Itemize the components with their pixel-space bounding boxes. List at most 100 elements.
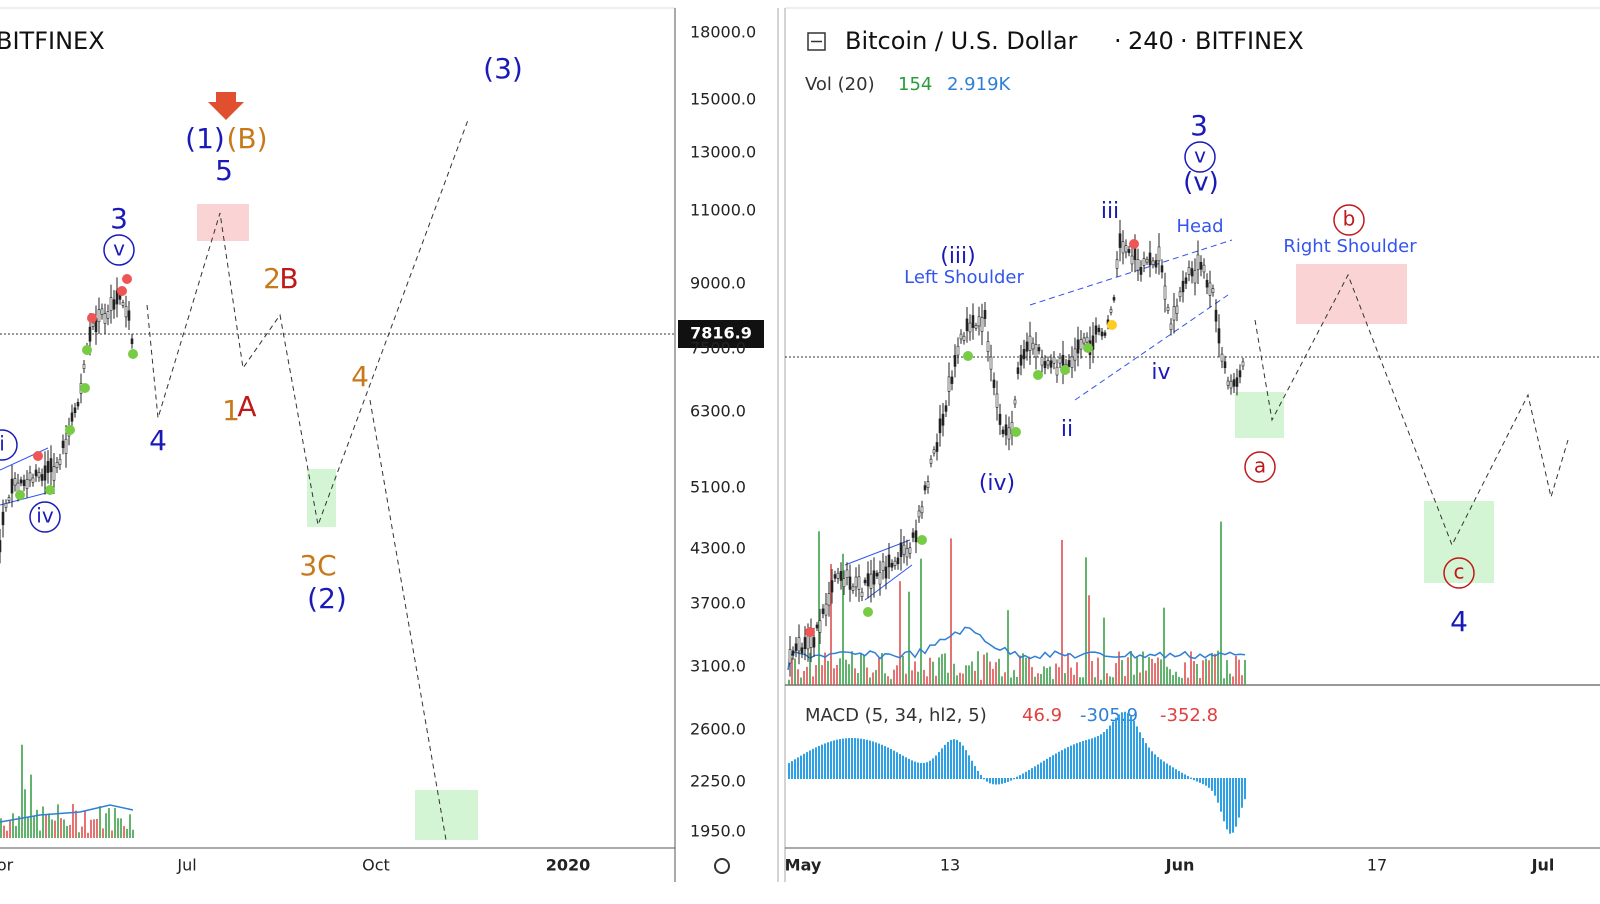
wave-label: 4 (351, 360, 369, 393)
candle-body (938, 418, 942, 434)
wave-label: a (1254, 454, 1266, 478)
candle-body (1100, 331, 1104, 337)
wave-label: A (237, 390, 256, 423)
candle-body (1169, 323, 1173, 331)
candle-body (815, 624, 819, 629)
macd-bar (932, 758, 934, 779)
macd-bar (962, 745, 964, 779)
gear[interactable] (714, 858, 730, 874)
volume-bar (33, 816, 35, 838)
candle-body (1232, 379, 1236, 387)
candle-body (854, 576, 858, 588)
wedge-line (0, 491, 51, 506)
macd-bar (1136, 726, 1138, 779)
macd-bar (914, 761, 916, 779)
candle-body (1043, 361, 1047, 369)
candle-body (818, 620, 822, 633)
wedge-line (864, 564, 913, 601)
macd-signal: -305.9 (1080, 705, 1138, 726)
volume-bar (872, 672, 874, 685)
candle-body (49, 458, 53, 473)
macd-bar (1211, 778, 1213, 791)
volume-bar (812, 676, 814, 685)
price-tick-label: 6300.0 (690, 402, 746, 421)
candle-body (61, 440, 65, 449)
candle-body (70, 412, 74, 422)
volume-bar (1220, 521, 1222, 685)
macd-bar (881, 744, 883, 779)
volume-bar (974, 670, 976, 685)
time-tick-label: 17 (1367, 856, 1387, 875)
signal-dot (15, 490, 25, 500)
price-tick-label: 3700.0 (690, 594, 746, 613)
candle-body (1076, 339, 1080, 354)
macd-bar (1001, 778, 1003, 784)
candle-body (962, 335, 966, 341)
volume-bar (986, 652, 988, 685)
macd-bar (794, 759, 796, 779)
candle-body (860, 591, 864, 597)
volume-bar (1082, 677, 1084, 685)
volume-label: Vol (20) (805, 74, 875, 95)
volume-bar (836, 664, 838, 685)
volume-bar (815, 665, 817, 685)
volume-bar (1106, 673, 1108, 685)
candle-body (995, 393, 999, 408)
volume-bar (1004, 672, 1006, 685)
candle-body (1214, 309, 1218, 322)
arrow-icon (208, 92, 244, 120)
candle-body (887, 554, 891, 568)
macd-bar (1109, 725, 1111, 779)
candle-body (788, 649, 792, 664)
macd-bar (1226, 778, 1228, 830)
macd-bar (884, 746, 886, 779)
volume-bar (791, 657, 793, 685)
macd-bar (1220, 778, 1222, 812)
volume-bar (998, 658, 1000, 685)
candle-body (791, 650, 795, 656)
macd-bar (953, 739, 955, 779)
volume-bar (908, 591, 910, 685)
volume-bar (971, 661, 973, 685)
volume-bar (938, 657, 940, 685)
macd-bar (1187, 776, 1189, 779)
candle-body (115, 290, 119, 305)
volume-bar (800, 677, 802, 685)
macd-bar (815, 747, 817, 779)
signal-dot (863, 607, 873, 617)
volume-bar (863, 655, 865, 685)
macd-bar (1199, 778, 1201, 783)
macd-bar (1088, 739, 1090, 779)
wave-label: 3 (1190, 109, 1208, 142)
candle-body (1, 511, 5, 526)
price-tick-label: 11000.0 (690, 201, 756, 220)
candle-body (58, 458, 62, 465)
price-tick-label: 9000.0 (690, 274, 746, 293)
macd-bar (812, 748, 814, 779)
volume-bar (1235, 655, 1237, 685)
macd-bar (1064, 748, 1066, 779)
macd-bar (1178, 770, 1180, 779)
volume-bar (1217, 650, 1219, 685)
volume-bar (1169, 669, 1171, 685)
macd-hist: -352.8 (1160, 705, 1218, 726)
volume-bar (977, 651, 979, 685)
candle-body (899, 542, 903, 557)
candle-body (929, 458, 933, 464)
price-tick-label: 1950.0 (690, 822, 746, 841)
wave-label: 3 (110, 202, 128, 235)
volume-bar (1175, 671, 1177, 685)
settings-icon[interactable] (714, 858, 730, 874)
candle-body (884, 566, 888, 579)
macd-bar (923, 762, 925, 779)
candle-body (839, 571, 843, 581)
candle-body (1049, 360, 1053, 368)
macd-bar (1172, 767, 1174, 779)
macd-bar (1049, 757, 1051, 779)
volume-bar (914, 661, 916, 685)
volume-bar (821, 665, 823, 685)
candle-body (806, 635, 810, 650)
signal-dot (917, 535, 927, 545)
volume-bar (1142, 651, 1144, 685)
macd-bar (1232, 778, 1234, 833)
